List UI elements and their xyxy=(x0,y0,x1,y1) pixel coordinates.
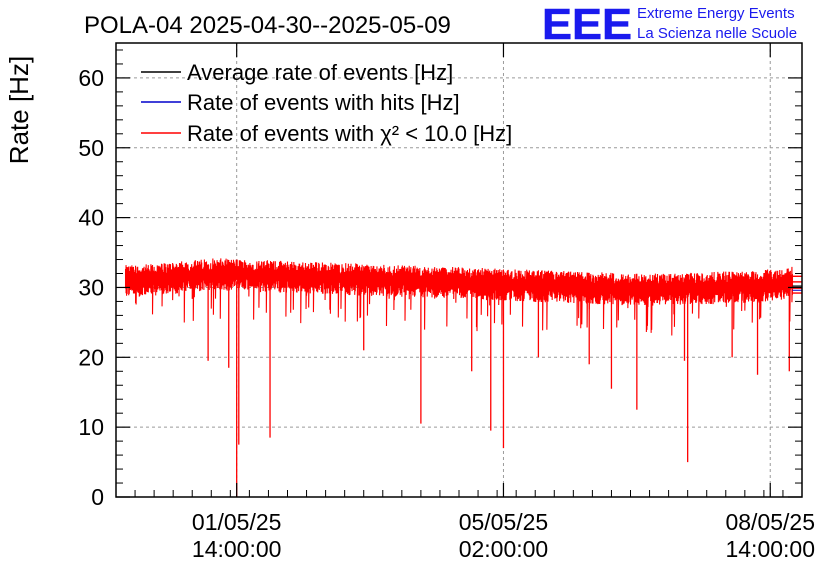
legend-item-hits: Rate of events with hits [Hz] xyxy=(141,90,460,115)
x-tick-label-time: 14:00:00 xyxy=(192,536,282,562)
legend-item-average: Average rate of events [Hz] xyxy=(141,60,453,85)
x-tick-label-time: 14:00:00 xyxy=(725,536,815,562)
eee-logo-text: EEE xyxy=(542,0,632,49)
y-tick-label: 30 xyxy=(78,274,104,300)
grid-lines xyxy=(116,43,802,498)
legend-label-average: Average rate of events [Hz] xyxy=(187,60,453,85)
x-tick-label-date: 08/05/25 xyxy=(725,509,815,535)
y-tick-label: 50 xyxy=(78,135,104,161)
series-layer xyxy=(124,258,802,497)
legend: Average rate of events [Hz] Rate of even… xyxy=(141,60,512,146)
legend-item-chi2: Rate of events with χ² < 10.0 [Hz] xyxy=(141,121,512,146)
y-tick-label: 60 xyxy=(78,65,104,91)
chart-title: POLA-04 2025-04-30--2025-05-09 xyxy=(84,12,451,39)
y-tick-label: 40 xyxy=(78,205,104,231)
x-axis: 01/05/2514:00:0005/05/2502:00:0008/05/25… xyxy=(115,43,815,562)
branding-line-1: Extreme Energy Events xyxy=(637,5,795,22)
chi2-rate-band xyxy=(124,258,794,336)
y-axis: 0 10 20 30 40 50 60 xyxy=(78,49,802,510)
x-tick-label-time: 02:00:00 xyxy=(459,536,549,562)
y-tick-label: 20 xyxy=(78,344,104,370)
eee-logo: EEE xyxy=(542,0,633,49)
x-tick-label-date: 05/05/25 xyxy=(459,509,549,535)
y-axis-label: Rate [Hz] xyxy=(4,56,34,164)
y-tick-label: 0 xyxy=(91,484,104,510)
x-tick-label-date: 01/05/25 xyxy=(192,509,282,535)
legend-label-chi2: Rate of events with χ² < 10.0 [Hz] xyxy=(187,121,512,146)
legend-label-hits: Rate of events with hits [Hz] xyxy=(187,90,460,115)
branding-line-2: La Scienza nelle Scuole xyxy=(637,25,797,42)
y-tick-label: 10 xyxy=(78,414,104,440)
